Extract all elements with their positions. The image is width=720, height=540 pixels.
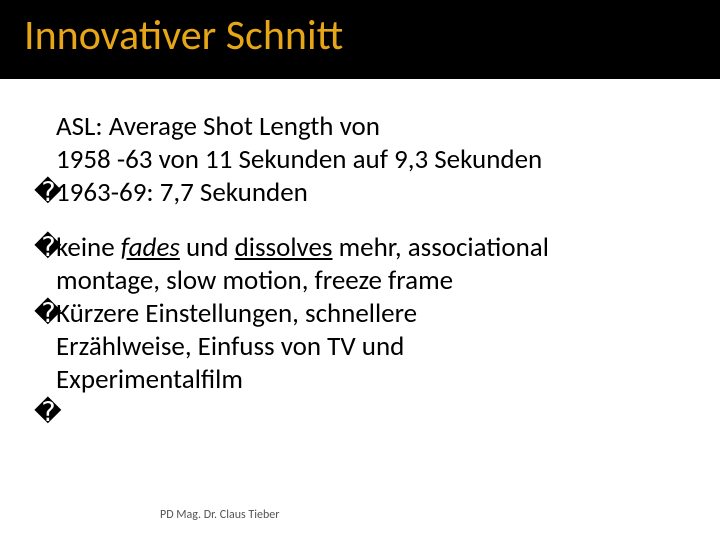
slide-footer: PD Mag. Dr. Claus Tieber — [160, 508, 279, 522]
detail-bullet-1-cont-text: montage, slow motion, freeze frame — [56, 265, 453, 298]
text-pre: keine — [56, 231, 121, 264]
detail-bullet-2-cont2: Experimentalfilm — [34, 364, 686, 397]
detail-bullet-2-l1: Kürzere Einstellungen, schnellere — [56, 298, 417, 331]
bullet-glyph: � — [34, 177, 56, 210]
text-post: mehr, associational — [332, 231, 548, 264]
asl-line-2: 1958 -63 von 11 Sekunden auf 9,3 Sekunde… — [34, 144, 686, 177]
block-details: � keine fades und dissolves mehr, associ… — [34, 232, 686, 430]
detail-bullet-1-cont: montage, slow motion, freeze frame — [34, 265, 686, 298]
slide-content: ASL: Average Shot Length von 1958 -63 vo… — [0, 79, 720, 429]
detail-bullet-2: � Kürzere Einstellungen, schnellere — [34, 298, 686, 331]
detail-bullet-2-l2: Erzählweise, Einfuss von TV und — [56, 331, 404, 364]
text-fades: fades — [121, 231, 180, 264]
bullet-glyph: � — [34, 397, 56, 430]
detail-bullet-2-cont1: Erzählweise, Einfuss von TV und — [34, 331, 686, 364]
bullet-glyph: � — [34, 232, 56, 265]
asl-line-1-text: ASL: Average Shot Length von — [56, 111, 380, 144]
asl-line-3-text: 1963-69: 7,7 Sekunden — [56, 177, 308, 210]
detail-bullet-3-empty: � — [34, 397, 686, 430]
block-asl: ASL: Average Shot Length von 1958 -63 vo… — [34, 111, 686, 210]
text-dissolves: dissolves — [235, 231, 333, 264]
detail-bullet-1-text: keine fades und dissolves mehr, associat… — [56, 232, 549, 265]
title-bar: Innovativer Schnitt — [0, 0, 720, 79]
asl-line-1: ASL: Average Shot Length von — [34, 111, 686, 144]
detail-bullet-1: � keine fades und dissolves mehr, associ… — [34, 232, 686, 265]
bullet-glyph: � — [34, 298, 56, 331]
asl-line-2-text: 1958 -63 von 11 Sekunden auf 9,3 Sekunde… — [56, 144, 542, 177]
slide-title: Innovativer Schnitt — [24, 10, 696, 61]
asl-line-3: � 1963-69: 7,7 Sekunden — [34, 177, 686, 210]
detail-bullet-2-l3: Experimentalfilm — [56, 364, 243, 397]
text-mid: und — [180, 231, 235, 264]
